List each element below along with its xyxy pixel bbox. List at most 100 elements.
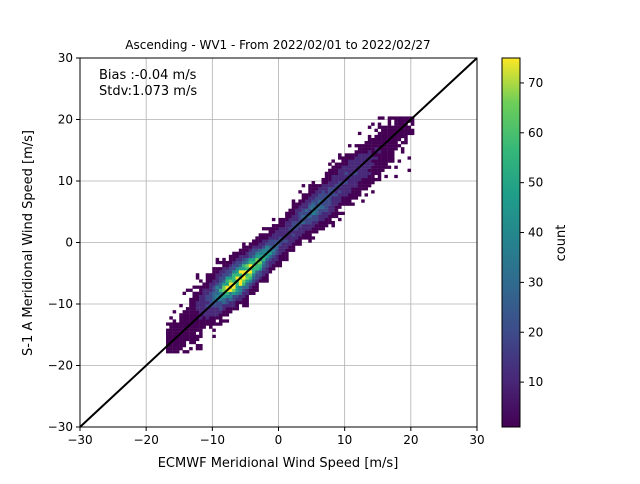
hist-cell [238,251,243,255]
hist-cell [255,270,259,274]
hist-cell [374,134,378,139]
hist-cell [354,184,359,188]
hist-cell [374,171,378,176]
hist-cell [281,242,286,246]
hist-cell [225,276,230,280]
hist-cell [371,190,375,194]
hist-cell [374,168,378,172]
hist-cell [212,334,216,339]
hist-cell [354,177,359,182]
hist-cell [324,171,329,176]
hist-cell [202,319,206,323]
hist-cell [384,134,388,139]
hist-cell [331,184,335,188]
hist-cell [222,310,226,314]
hist-cell [172,340,177,345]
hist-cell [347,171,352,176]
hist-cell [367,150,372,154]
hist-cell [218,304,223,308]
hist-cell [311,227,316,231]
hist-cell [218,273,223,277]
hist-cell [390,137,395,142]
hist-cell [238,254,243,259]
hist-cell [245,245,249,249]
hist-cell [384,165,388,169]
hist-cell [275,260,279,265]
hist-cell [384,144,388,148]
hist-cell [390,153,395,157]
hist-cell [265,260,269,265]
hist-cell [361,153,365,157]
hist-cell [298,208,302,212]
hist-cell [374,147,378,151]
hist-cell [245,264,249,268]
hist-cell [324,184,329,188]
hist-cell [334,205,339,209]
hist-cell [281,254,286,259]
hist-cell [261,260,266,265]
hist-cell [215,282,220,286]
hist-cell [285,254,289,259]
hist-cell [179,319,183,323]
hist-cell [222,304,226,308]
hist-cell [192,304,196,308]
hist-cell [179,337,183,342]
hist-cell [328,220,332,225]
hist-cell [381,156,385,160]
hist-cell [301,220,306,225]
identity-line [79,57,478,428]
hist-cell [169,337,173,342]
hist-cell [374,156,378,160]
hist-cell [172,331,177,335]
hist-cell [347,184,352,188]
hist-cell [252,291,256,295]
hist-cell [374,153,378,157]
hist-cell [245,285,249,289]
hist-cell [242,294,246,299]
hist-cell [347,153,352,157]
hist-cell [265,279,269,283]
hist-cell [341,184,345,188]
hist-cell [242,276,246,280]
hist-cell [404,128,408,132]
hist-cell [384,125,388,129]
hist-cell [281,248,286,252]
y-tick-label: 10 [58,174,73,188]
hist-cell [318,214,322,219]
hist-cell [321,184,326,188]
hist-cell [228,254,233,259]
hist-cell [311,230,316,234]
hist-cell [318,220,322,225]
hist-cell [192,316,196,320]
hist-cell [182,350,187,354]
hist-cell [321,208,326,212]
hist-cell [347,168,352,172]
hist-cell [291,214,296,219]
hist-cell [271,251,276,255]
hist-cell [338,156,342,160]
hist-cell [228,300,233,305]
hist-cell [371,165,375,169]
hist-cell [218,313,223,317]
hist-cell [334,211,339,216]
hist-cell [228,270,233,274]
hist-cell [328,205,332,209]
hist-cell [291,233,296,237]
hist-cell [232,264,236,268]
hist-cell [189,297,193,302]
hist-cell [364,156,369,160]
hist-cell [331,165,335,169]
hist-cell [308,205,312,209]
hist-cell [321,177,326,182]
hist-cell [338,211,342,216]
hist-cell [311,187,316,191]
hist-cell [192,313,196,317]
hist-cell [209,310,213,314]
hist-cell [314,193,319,197]
hist-cell [394,141,398,145]
hist-cell [354,144,359,148]
hist-cell [377,131,382,136]
hist-cell [341,159,345,163]
hist-cell [215,313,220,317]
hist-cell [209,313,213,317]
